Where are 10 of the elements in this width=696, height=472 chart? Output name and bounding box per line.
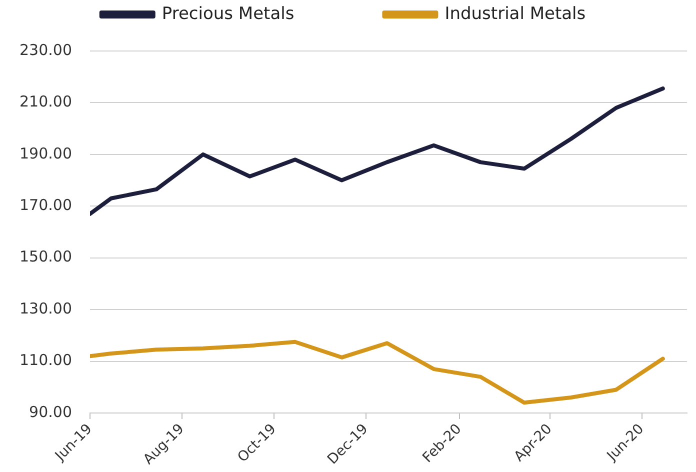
y-tick-label: 130.00 bbox=[20, 299, 72, 318]
y-tick-label: 230.00 bbox=[20, 40, 72, 59]
legend-label: Precious Metals bbox=[162, 4, 294, 24]
y-tick-label: 90.00 bbox=[29, 402, 72, 421]
y-tick-label: 110.00 bbox=[20, 351, 72, 370]
legend-label: Industrial Metals bbox=[444, 4, 586, 24]
y-tick-label: 190.00 bbox=[20, 144, 72, 162]
y-tick-label: 150.00 bbox=[20, 248, 72, 266]
y-tick-label: 210.00 bbox=[20, 92, 72, 111]
y-tick-label: 170.00 bbox=[20, 196, 72, 214]
